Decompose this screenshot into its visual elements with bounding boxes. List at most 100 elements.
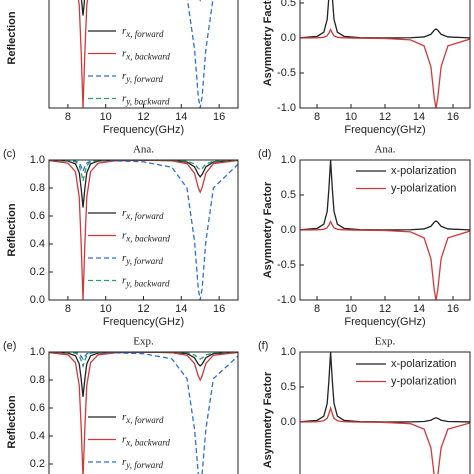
x-tick-label: 14 xyxy=(413,303,425,315)
legend-name: r xyxy=(122,229,127,241)
y-tick-label: 0.4 xyxy=(30,238,45,250)
legend-label: rx, forward xyxy=(122,207,164,222)
series-line xyxy=(49,160,238,182)
x-tick-label: 12 xyxy=(379,303,391,315)
legend-sub: y, forward xyxy=(125,74,163,84)
legend-sub: y, backward xyxy=(125,279,170,289)
series-line xyxy=(49,160,238,300)
legend-sub: x, forward xyxy=(125,29,164,39)
legend-label: rx, backward xyxy=(122,47,170,62)
series-line xyxy=(49,160,238,300)
y-tick-label: 1.0 xyxy=(30,154,45,166)
series-line xyxy=(77,0,201,108)
x-tick-label: 16 xyxy=(213,303,225,315)
x-tick-label: 8 xyxy=(314,303,320,315)
panel-title: Ana. xyxy=(374,144,395,156)
legend-label: ry, forward xyxy=(122,456,163,471)
panel-title: Exp. xyxy=(133,336,154,348)
y-axis-label: Reflection xyxy=(6,395,18,448)
plot-frame xyxy=(299,351,471,474)
x-axis-label: Frequency(GHz) xyxy=(344,124,425,136)
legend-label: y-polarization xyxy=(391,182,456,194)
y-tick-label: 0.0 xyxy=(281,416,296,428)
legend-label: x-polarization xyxy=(391,165,456,177)
series-line xyxy=(186,0,214,108)
x-tick-label: 14 xyxy=(175,111,187,123)
legend-sub: x, backward xyxy=(125,438,170,448)
y-tick-label: 0.5 xyxy=(281,381,296,393)
x-tick-label: 12 xyxy=(137,111,149,123)
plot-frame xyxy=(299,0,471,109)
x-tick-label: 12 xyxy=(137,303,149,315)
x-tick-label: 10 xyxy=(345,303,357,315)
x-axis-label: Frequency(GHz) xyxy=(103,316,184,328)
y-tick-label: 0.6 xyxy=(30,402,45,414)
y-axis-label: Asymmetry Factor xyxy=(262,0,274,86)
y-tick-label: 1.0 xyxy=(281,154,296,166)
legend-label: ry, forward xyxy=(122,252,163,267)
legend-sub: y, forward xyxy=(125,256,163,266)
x-tick-label: 14 xyxy=(175,303,187,315)
legend-name: r xyxy=(122,70,127,82)
y-tick-label: 0.8 xyxy=(30,374,45,386)
x-tick-label: 16 xyxy=(447,111,459,123)
panel-label: (c) xyxy=(3,148,16,160)
y-tick-label: 0.0 xyxy=(281,32,296,44)
y-tick-label: -0.5 xyxy=(277,67,296,79)
legend-label: rx, forward xyxy=(122,411,164,426)
panel-title: Exp. xyxy=(375,336,396,348)
x-axis-label: Frequency(GHz) xyxy=(344,316,425,328)
legend-label: rx, backward xyxy=(122,229,170,244)
x-tick-label: 16 xyxy=(213,111,225,123)
y-axis-label: Reflection xyxy=(6,203,18,256)
x-tick-label: 16 xyxy=(447,303,459,315)
y-axis-label: Asymmetry Factor xyxy=(262,371,274,468)
legend-name: r xyxy=(122,92,127,104)
legend-sub: y, backward xyxy=(125,97,170,107)
legend-label: ry, forward xyxy=(122,70,163,85)
legend-name: r xyxy=(122,456,127,468)
x-tick-label: 14 xyxy=(413,111,425,123)
y-tick-label: 0.8 xyxy=(30,182,45,194)
x-tick-label: 10 xyxy=(100,303,112,315)
legend-sub: x, forward xyxy=(125,211,164,221)
legend-label: y-polarization xyxy=(391,375,456,387)
y-tick-label: 0.5 xyxy=(281,189,296,201)
y-tick-label: 0.0 xyxy=(30,294,45,306)
x-tick-label: 8 xyxy=(65,303,71,315)
legend-sub: y, forward xyxy=(125,460,163,470)
panel-title: Ana. xyxy=(133,144,154,156)
y-tick-label: 0.2 xyxy=(30,458,45,470)
x-tick-label: 8 xyxy=(65,111,71,123)
series-line xyxy=(49,352,238,474)
legend-label: rx, backward xyxy=(122,433,170,448)
plot-frame xyxy=(299,159,471,301)
series-line xyxy=(300,28,470,108)
panel-label: (e) xyxy=(3,340,16,352)
y-tick-label: 1.0 xyxy=(281,346,296,358)
x-tick-label: 10 xyxy=(100,111,112,123)
y-tick-label: 0.6 xyxy=(30,210,45,222)
series-line xyxy=(300,220,470,300)
y-tick-label: 0.2 xyxy=(30,266,45,278)
x-tick-label: 10 xyxy=(345,111,357,123)
x-tick-label: 8 xyxy=(314,111,320,123)
legend-name: r xyxy=(122,274,127,286)
series-line xyxy=(300,405,470,474)
legend-label: x-polarization xyxy=(391,358,456,370)
plot-frame xyxy=(48,351,239,474)
x-tick-label: 12 xyxy=(379,111,391,123)
y-tick-label: 0.5 xyxy=(281,0,296,9)
plot-frame xyxy=(48,159,239,301)
panel-label: (d) xyxy=(258,148,271,160)
legend-name: r xyxy=(122,25,127,37)
series-line xyxy=(300,0,470,39)
legend-sub: x, forward xyxy=(125,415,164,425)
y-axis-label: Reflection xyxy=(6,11,18,64)
legend-name: r xyxy=(122,47,127,59)
legend-name: r xyxy=(122,252,127,264)
y-tick-label: 0.4 xyxy=(30,430,45,442)
legend-label: rx, forward xyxy=(122,25,164,40)
series-line xyxy=(80,0,86,16)
panel-label: (f) xyxy=(258,340,268,352)
